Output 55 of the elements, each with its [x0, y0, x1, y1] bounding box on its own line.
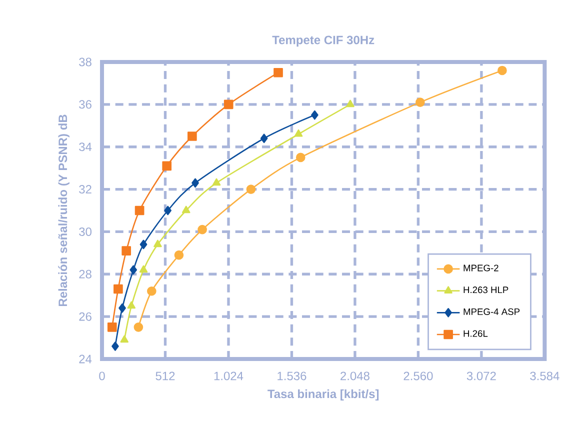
- point: [154, 240, 162, 248]
- x-tick-label: 3.584: [530, 372, 560, 380]
- point: [112, 342, 119, 351]
- point: [192, 178, 199, 188]
- point: [107, 322, 117, 332]
- point: [140, 240, 148, 250]
- legend-label: MPEG-4 ASP: [464, 308, 520, 315]
- point: [146, 286, 156, 296]
- point: [296, 152, 306, 162]
- point: [120, 335, 128, 343]
- y-tick-label: 30: [79, 227, 92, 236]
- point: [134, 206, 144, 216]
- point: [311, 110, 318, 120]
- x-axis-title: Tasa binaria [kbit/s]: [268, 389, 379, 401]
- point: [162, 161, 172, 171]
- point: [122, 246, 132, 256]
- x-tick-label: 3.072: [466, 372, 496, 380]
- point: [130, 265, 138, 275]
- point: [212, 178, 221, 186]
- point: [118, 303, 126, 313]
- point: [134, 322, 144, 332]
- chart-title: Tempete CIF 30Hz: [272, 36, 374, 47]
- x-tick-label: 2.560: [404, 372, 433, 380]
- point: [127, 301, 136, 309]
- x-tick-label: 1.024: [214, 372, 244, 380]
- y-axis-title: Relación señal/ruido (Y PSNR) dB: [58, 114, 70, 306]
- point: [346, 100, 354, 108]
- x-tick-label: 0: [99, 372, 105, 380]
- point: [174, 250, 184, 260]
- point: [164, 206, 172, 216]
- point: [198, 224, 207, 234]
- legend-label: H.26L: [464, 330, 488, 337]
- y-tick-label: 32: [79, 185, 92, 194]
- legend-label: MPEG-2: [464, 264, 498, 272]
- point: [294, 129, 303, 137]
- point: [246, 184, 256, 194]
- point: [260, 134, 268, 144]
- point: [224, 100, 234, 110]
- point: [114, 284, 123, 294]
- x-tick-label: 1.536: [278, 372, 306, 380]
- y-tick-label: 26: [79, 312, 92, 321]
- y-tick-label: 38: [79, 58, 92, 66]
- point: [139, 265, 148, 273]
- x-tick-label: 2.048: [340, 372, 370, 380]
- point: [274, 68, 283, 78]
- point: [188, 132, 197, 141]
- y-tick-label: 34: [79, 142, 92, 152]
- point: [182, 206, 190, 214]
- point: [416, 98, 425, 107]
- y-tick-label: 28: [79, 270, 92, 278]
- legend-label: H.263 HLP: [464, 286, 508, 294]
- point: [498, 66, 507, 76]
- y-tick-label: 24: [79, 354, 92, 364]
- x-tick-label: 512: [156, 372, 175, 380]
- y-tick-label: 36: [79, 100, 92, 109]
